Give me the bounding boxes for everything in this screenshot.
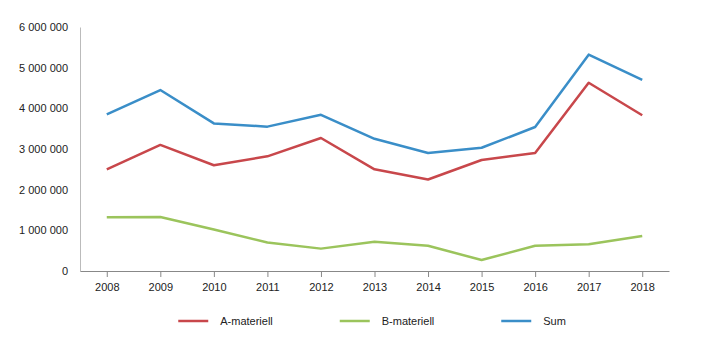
x-tick-label: 2011 [256, 281, 280, 293]
x-tick-mark [428, 271, 429, 277]
y-axis-line [80, 28, 81, 272]
series-line [107, 217, 642, 260]
y-tick: 0 [62, 265, 80, 277]
x-axis: 2008 2009 2010 2011 2012 2013 2014 2015 2016 2017… [81, 271, 670, 293]
x-tick-mark [482, 271, 483, 277]
legend-item: A-materiell [178, 315, 273, 327]
x-tick: 2016 [523, 271, 547, 293]
y-tick-label: 2 000 000 [19, 184, 68, 196]
legend-item: Sum [501, 315, 566, 327]
y-tick: 3 000 000 [19, 143, 80, 155]
x-tick: 2011 [256, 271, 280, 293]
y-tick: 2 000 000 [19, 184, 80, 196]
y-tick: 5 000 000 [19, 62, 80, 74]
y-tick-label: 1 000 000 [19, 224, 68, 236]
x-tick-mark [589, 271, 590, 277]
x-tick-mark [535, 271, 536, 277]
x-tick-mark [214, 271, 215, 277]
x-tick-label: 2017 [577, 281, 601, 293]
x-tick-label: 2015 [470, 281, 494, 293]
legend-swatch [178, 320, 208, 323]
x-tick: 2017 [577, 271, 601, 293]
x-tick: 2012 [309, 271, 333, 293]
x-tick-label: 2014 [416, 281, 440, 293]
x-tick-label: 2012 [309, 281, 333, 293]
y-tick: 1 000 000 [19, 224, 80, 236]
x-tick-mark [160, 271, 161, 277]
x-tick-mark [321, 271, 322, 277]
y-tick-label: 5 000 000 [19, 62, 68, 74]
x-tick: 2010 [202, 271, 226, 293]
x-tick-label: 2018 [630, 281, 654, 293]
x-tick: 2015 [470, 271, 494, 293]
y-tick-label: 6 000 000 [19, 21, 68, 33]
y-tick: 4 000 000 [19, 102, 80, 114]
x-tick-mark [107, 271, 108, 277]
x-tick: 2009 [149, 271, 173, 293]
x-tick: 2018 [630, 271, 654, 293]
legend-swatch [340, 320, 370, 323]
x-tick-label: 2010 [202, 281, 226, 293]
x-tick-mark [642, 271, 643, 277]
lines [107, 55, 642, 260]
x-tick-label: 2009 [149, 281, 173, 293]
legend-label: B-materiell [382, 315, 435, 327]
plot: 0 1 000 000 2 000 000 3 000 000 4 000 000 5 0… [19, 21, 669, 293]
y-tick-label: 3 000 000 [19, 143, 68, 155]
x-tick-label: 2008 [95, 281, 119, 293]
legend: A-materiell B-materiell Sum [178, 315, 566, 327]
y-axis: 0 1 000 000 2 000 000 3 000 000 4 000 000 5 0… [19, 21, 80, 277]
legend-item: B-materiell [340, 315, 435, 327]
x-tick-label: 2013 [363, 281, 387, 293]
x-tick: 2008 [95, 271, 119, 293]
chart: 0 1 000 000 2 000 000 3 000 000 4 000 000 5 0… [0, 0, 719, 341]
legend-label: Sum [543, 315, 566, 327]
x-tick-mark [375, 271, 376, 277]
x-tick: 2013 [363, 271, 387, 293]
y-tick-label: 4 000 000 [19, 102, 68, 114]
legend-swatch [501, 320, 531, 323]
y-tick-label: 0 [62, 265, 68, 277]
legend-label: A-materiell [220, 315, 273, 327]
x-tick-label: 2016 [523, 281, 547, 293]
series-line [107, 83, 642, 180]
y-tick: 6 000 000 [19, 21, 80, 33]
x-tick: 2014 [416, 271, 440, 293]
x-tick-mark [267, 271, 268, 277]
series-line [107, 55, 642, 153]
